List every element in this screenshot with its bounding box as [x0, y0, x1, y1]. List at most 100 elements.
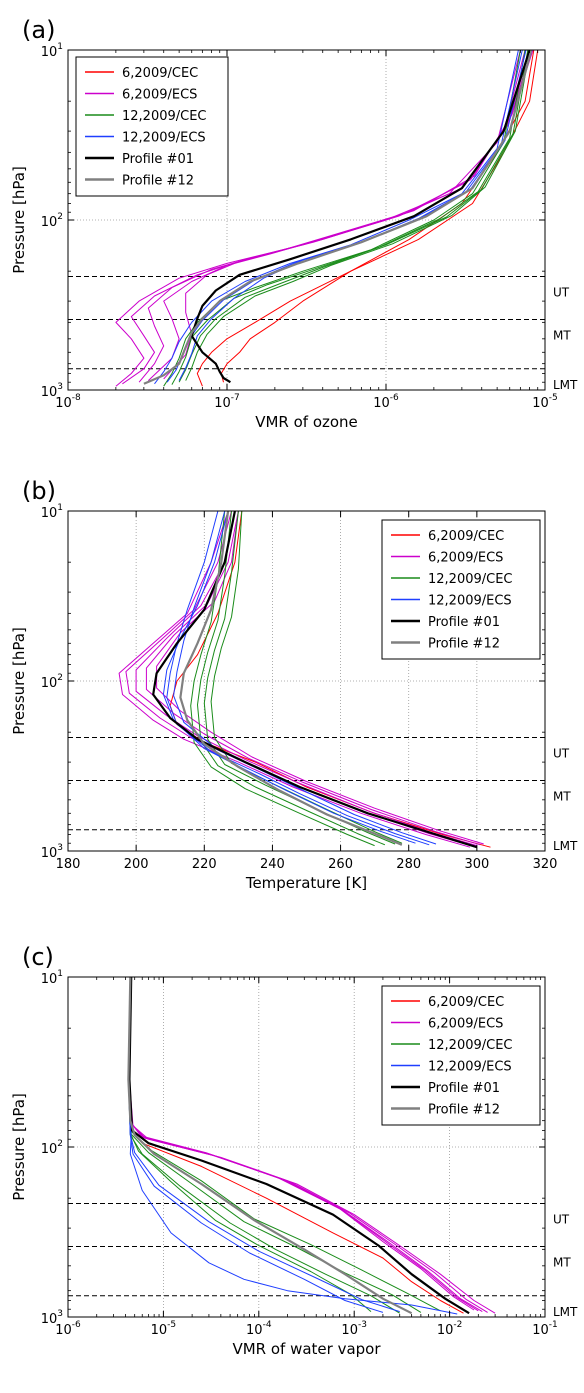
y-axis-label: Pressure [hPa] [10, 1093, 28, 1201]
x-tick-label-base: 280 [396, 857, 421, 872]
x-tick-label: 10-2 [437, 1320, 463, 1338]
y-tick-label: 101 [41, 42, 63, 60]
legend-entry: Profile #12 [428, 1103, 500, 1118]
y-tick-label: 103 [41, 843, 63, 861]
x-tick-label-base: 200 [124, 857, 149, 872]
x-tick-label: 10-7 [214, 393, 240, 411]
x-tick-label-exp: -1 [549, 1320, 558, 1330]
series-line-profile-01-1 [190, 50, 531, 384]
x-tick-label: 10-1 [532, 1320, 558, 1338]
x-tick-label-base: 320 [533, 857, 558, 872]
y-tick-label-base: 10 [41, 385, 58, 400]
x-tick-label-exp: -5 [167, 1320, 176, 1330]
level-label-ut: UT [553, 286, 570, 300]
y-tick-label: 102 [41, 1139, 63, 1157]
series-line-12-2009-cec-2 [197, 511, 386, 846]
y-tick-label: 101 [41, 503, 63, 521]
y-tick-label: 103 [41, 382, 63, 400]
x-tick-label: 220 [192, 857, 217, 872]
series-line-12-2009-cec-1 [163, 50, 521, 387]
y-axis-label: Pressure [hPa] [10, 166, 28, 274]
legend-entry: Profile #12 [122, 174, 194, 189]
x-tick-label: 10-5 [151, 1320, 177, 1338]
y-tick-label-exp: 1 [57, 503, 63, 513]
legend-entry: 12,2009/CEC [428, 572, 513, 587]
x-tick-label-exp: -6 [72, 1320, 81, 1330]
x-tick-label-base: 10 [532, 396, 549, 411]
legend-entry: 12,2009/ECS [428, 1060, 512, 1075]
y-tick-label-exp: 2 [57, 673, 63, 683]
x-tick-label-exp: -4 [263, 1320, 272, 1330]
x-tick-label-base: 260 [328, 857, 353, 872]
legend-entry: 12,2009/CEC [428, 1038, 513, 1053]
x-tick-label-base: 10 [532, 1323, 549, 1338]
legend-entry: Profile #01 [428, 615, 500, 630]
x-tick-label: 300 [464, 857, 489, 872]
series-line-profile-12-1 [127, 977, 413, 1315]
y-tick-label: 102 [41, 212, 63, 230]
y-tick-label-base: 10 [41, 972, 58, 987]
y-tick-label-base: 10 [41, 506, 58, 521]
y-tick-label-exp: 1 [57, 969, 63, 979]
legend-entry: Profile #01 [122, 152, 194, 167]
y-tick-label-exp: 1 [57, 42, 63, 52]
x-tick-label: 10-5 [532, 393, 558, 411]
x-tick-label-base: 10 [55, 396, 72, 411]
legend-entry: 6,2009/CEC [428, 529, 504, 544]
x-tick-label-exp: -7 [231, 393, 240, 403]
x-tick-label: 10-4 [246, 1320, 272, 1338]
x-axis-label: Temperature [K] [245, 874, 367, 892]
series-line-6-2009-ecs-4 [147, 50, 532, 381]
x-tick-label: 10-3 [341, 1320, 367, 1338]
x-tick-label: 10-6 [373, 393, 399, 411]
legend-entry: 6,2009/CEC [122, 66, 198, 81]
series-line-6-2009-ecs-1 [118, 511, 471, 848]
x-axis-label: VMR of water vapor [232, 1340, 381, 1358]
legend-entry: Profile #01 [428, 1081, 500, 1096]
x-tick-label-base: 300 [464, 857, 489, 872]
x-tick-label-base: 10 [373, 396, 390, 411]
legend-entry: 12,2009/ECS [122, 131, 206, 146]
legend-entry: 12,2009/CEC [122, 109, 207, 124]
level-label-mt: MT [553, 790, 571, 804]
level-label-ut: UT [553, 747, 570, 761]
y-tick-label-base: 10 [41, 45, 58, 60]
legend-entry: 6,2009/ECS [122, 88, 197, 103]
series-group [127, 977, 496, 1315]
y-tick-label: 102 [41, 673, 63, 691]
series-line-profile-01-1 [152, 511, 478, 849]
y-axis-label: Pressure [hPa] [10, 627, 28, 735]
legend: 6,2009/CEC 6,2009/ECS 12,2009/CEC 12,2009/E… [75, 56, 229, 197]
x-tick-label-base: 10 [55, 1323, 72, 1338]
series-line-6-2009-ecs-3 [135, 511, 478, 847]
y-tick-label-base: 10 [41, 215, 58, 230]
series-line-profile-01-1 [128, 977, 470, 1315]
series-line-profile-12-1 [179, 511, 403, 846]
legend-entry: 12,2009/ECS [428, 594, 512, 609]
x-tick-label: 180 [56, 857, 81, 872]
legend: 6,2009/CEC 6,2009/ECS 12,2009/CEC 12,2009/E… [381, 519, 541, 660]
y-tick-label-base: 10 [41, 1142, 58, 1157]
y-tick-label-base: 10 [41, 1312, 58, 1327]
panel-label: (c) [22, 943, 54, 971]
x-tick-label-exp: -6 [390, 393, 399, 403]
y-tick-label-exp: 3 [57, 843, 63, 853]
series-group [118, 511, 491, 849]
legend-box [381, 985, 541, 1126]
series-line-12-2009-cec-4 [185, 50, 531, 381]
x-tick-label-base: 10 [437, 1323, 454, 1338]
x-tick-label-exp: -2 [453, 1320, 462, 1330]
level-label-ut: UT [553, 1213, 570, 1227]
y-tick-label: 103 [41, 1309, 63, 1327]
x-tick-label: 320 [533, 857, 558, 872]
y-tick-label-exp: 3 [57, 382, 63, 392]
x-axis-label: VMR of ozone [255, 413, 358, 431]
x-tick-label: 280 [396, 857, 421, 872]
x-tick-label-base: 10 [151, 1323, 168, 1338]
legend-entry: Profile #12 [428, 637, 500, 652]
y-tick-label-exp: 2 [57, 212, 63, 222]
